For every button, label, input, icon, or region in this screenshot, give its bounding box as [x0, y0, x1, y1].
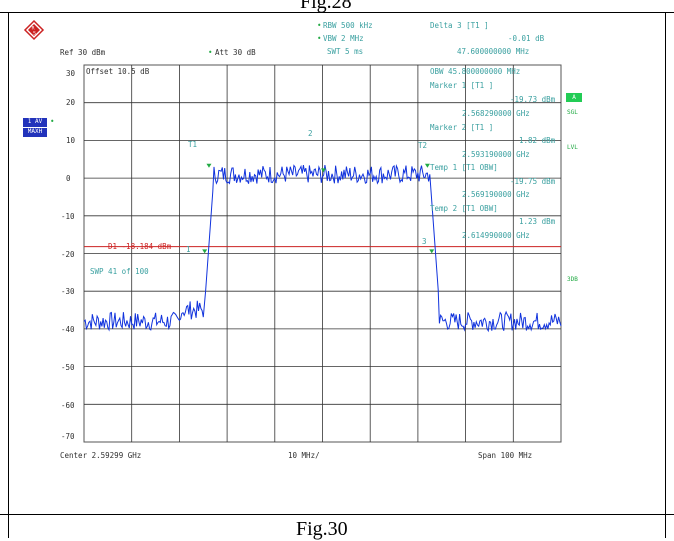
marker-tag-t1: T1 [188, 140, 198, 149]
trace-flag-icon: • [50, 117, 55, 126]
y-tick-label: -50 [61, 363, 75, 372]
panel-line: Marker 2 [T1 ] [430, 123, 494, 132]
lvl-label: LVL [567, 144, 578, 151]
marker-tag-t2: T2 [418, 141, 428, 150]
marker-3-icon [429, 249, 435, 254]
panel-line: 2.568290000 GHz [462, 109, 530, 118]
y-tick-label: 20 [66, 98, 76, 107]
vbw-flag-icon: • [317, 34, 322, 43]
panel-line: 1.82 dBm [519, 136, 556, 145]
spectrum-trace [83, 164, 562, 333]
figure-caption-top: Fig.28 [300, 0, 352, 13]
marker-t1-icon [206, 163, 212, 168]
y-tick-label: 0 [66, 174, 71, 183]
3db-label: 3DB [567, 276, 578, 283]
vbw-label: VBW 2 MHz [323, 34, 364, 43]
rbw-label: RBW 500 kHz [323, 21, 373, 30]
rbw-flag-icon: • [317, 21, 322, 30]
x-center-label: Center 2.59299 GHz [60, 451, 142, 460]
y-tick-label: -10 [61, 212, 75, 221]
panel-line: -19.75 dBm [510, 177, 556, 186]
x-span-label: Span 100 MHz [478, 451, 533, 460]
sgl-label: SGL [567, 109, 578, 116]
y-tick-label: -60 [61, 401, 75, 410]
marker-2-icon [320, 168, 326, 173]
sweep-count-label: SWP 41 of 100 [90, 267, 149, 276]
ref-label: Ref 30 dBm [60, 48, 106, 57]
delta-db: -0.01 dB [508, 34, 545, 43]
offset-label: Offset 10.5 dB [86, 67, 150, 76]
delta-mhz: 47.600000000 MHz [457, 47, 530, 56]
y-tick-label: -20 [61, 250, 75, 259]
att-label: Att 30 dB [215, 48, 256, 57]
figure-caption-bottom: Fig.30 [296, 518, 348, 540]
y-tick-label: -40 [61, 325, 75, 334]
swt-label: SWT 5 ms [327, 47, 364, 56]
marker-tag-2: 2 [308, 129, 313, 138]
frame-bottom [0, 514, 674, 515]
panel-line: Marker 1 [T1 ] [430, 81, 494, 90]
y-tick-label: -70 [61, 432, 75, 441]
marker-tag-3: 3 [422, 237, 427, 246]
display-line-label: D1 -18.184 dBm [108, 242, 172, 251]
y-tick-label: -30 [61, 287, 75, 296]
y-tick-label: 10 [66, 136, 76, 145]
panel-line: OBW 45.800000000 MHz [430, 67, 521, 76]
trace-maxh-badge: MAXH [23, 128, 47, 137]
panel-line: 1.23 dBm [519, 217, 556, 226]
panel-line: 2.593190000 GHz [462, 150, 530, 159]
panel-line: 2.569190000 GHz [462, 190, 530, 199]
frame-left [8, 12, 9, 538]
marker-tag-1: 1 [186, 245, 191, 254]
marker-t2-icon [424, 163, 430, 168]
panel-line: Temp 2 [T1 OBW] [430, 204, 498, 213]
delta-title: Delta 3 [T1 ] [430, 21, 489, 30]
panel-line: -19.73 dBm [510, 95, 556, 104]
trace-1-av-badge: 1 AV [23, 118, 47, 127]
a-badge: A [566, 93, 582, 102]
x-div-label: 10 MHz/ [288, 451, 320, 460]
panel-line: Temp 1 [T1 OBW] [430, 163, 498, 172]
panel-line: 2.614990000 GHz [462, 231, 530, 240]
marker-1-icon [202, 249, 208, 254]
frame-top [0, 12, 674, 13]
frame-right [665, 12, 666, 538]
y-tick-label: 30 [66, 69, 76, 78]
att-flag-icon: • [208, 48, 213, 57]
